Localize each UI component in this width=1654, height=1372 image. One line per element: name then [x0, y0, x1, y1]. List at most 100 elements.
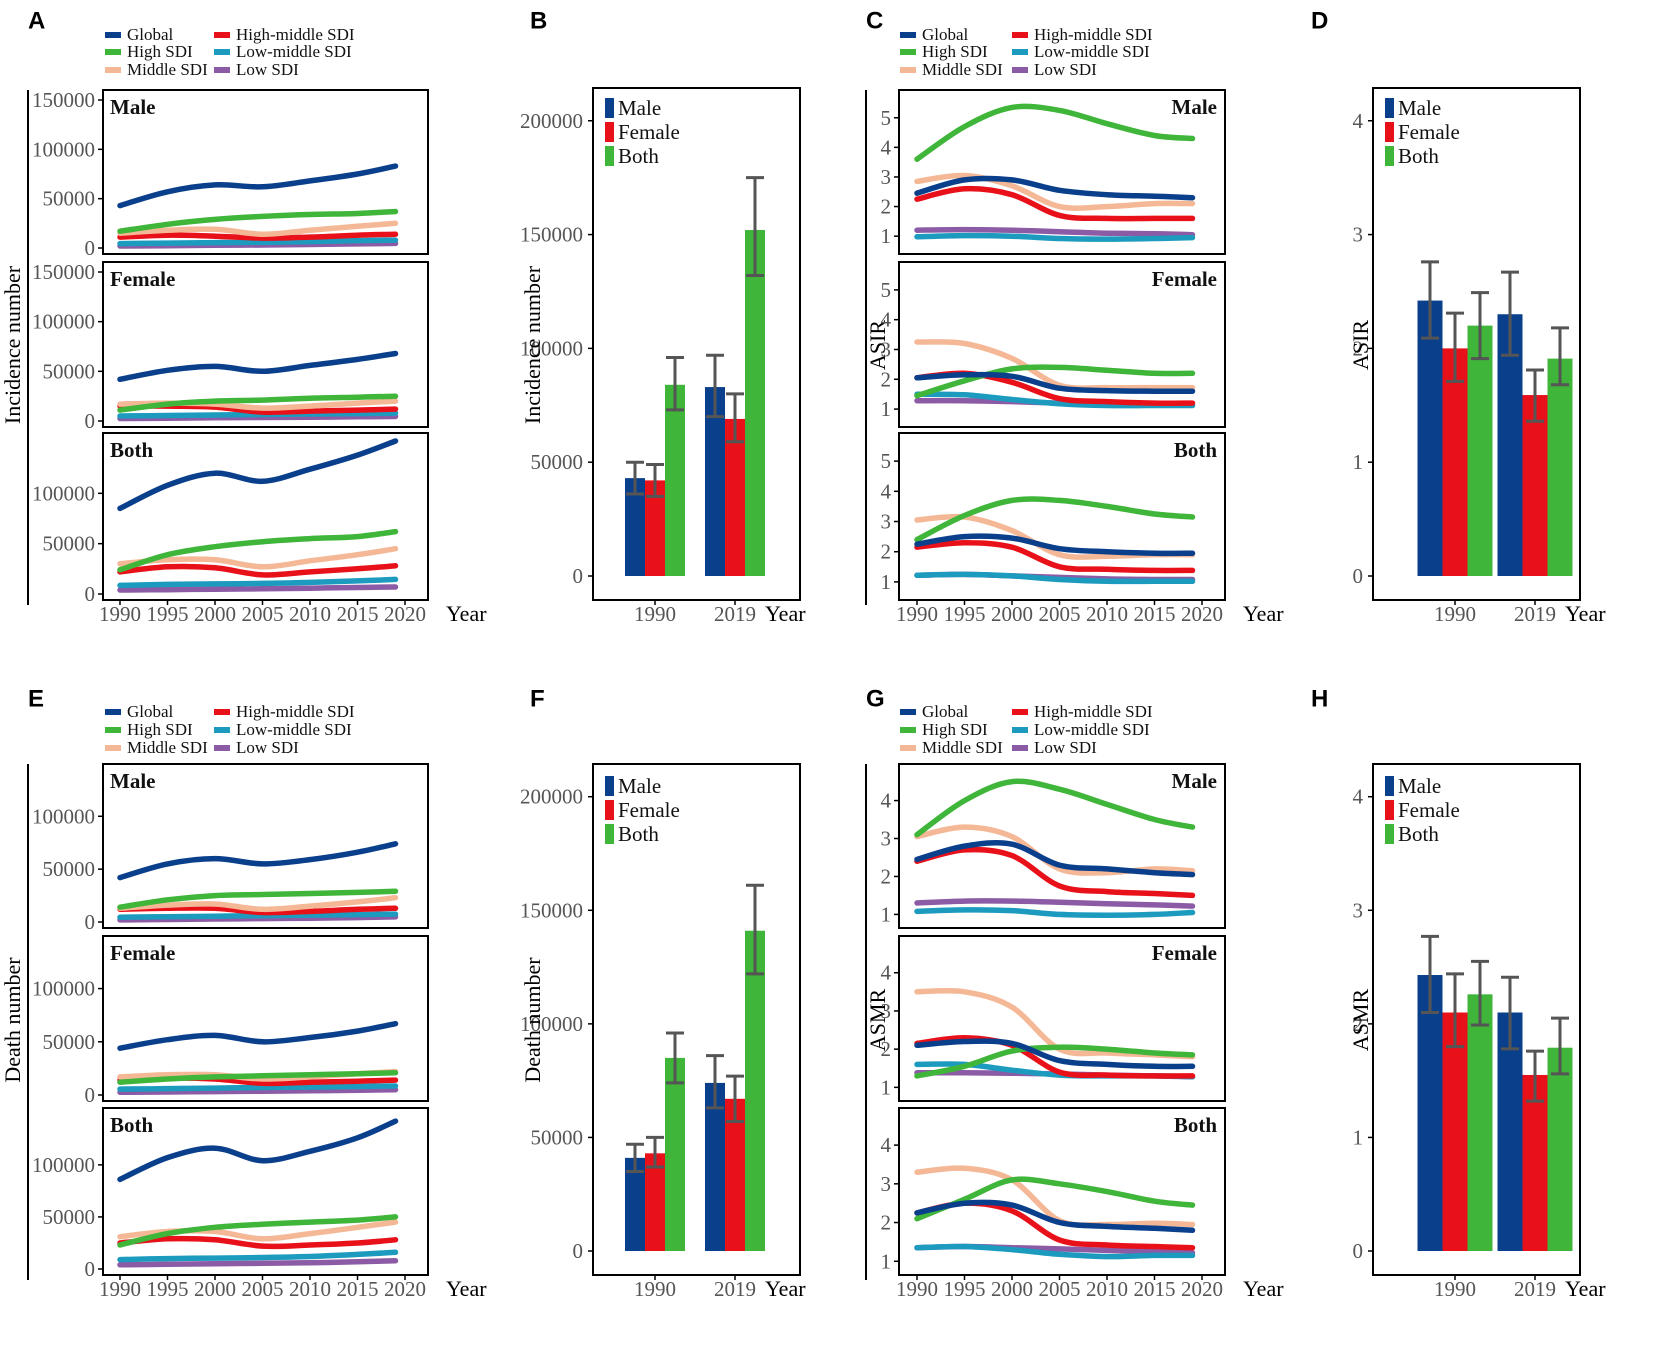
series-line-low-middle-sdi	[117, 237, 399, 247]
subplot-title: Female	[110, 941, 175, 965]
y-tick-label: 2	[881, 195, 892, 219]
y-tick-label: 0	[1353, 1239, 1364, 1263]
series-line-low-sdi	[914, 226, 1196, 238]
bar-male-2019	[705, 387, 725, 576]
x-tick-label: 1995	[944, 602, 986, 626]
legend-swatch	[1385, 98, 1394, 118]
series-line-high-middle-sdi	[914, 185, 1196, 222]
series-line-global	[914, 175, 1196, 201]
y-tick-label: 4	[1353, 785, 1364, 809]
y-tick-label: 100000	[32, 977, 95, 1001]
x-tick-label: 1990	[896, 602, 938, 626]
legend-swatch	[605, 824, 614, 844]
y-tick-label: 0	[573, 1239, 584, 1263]
series-line-low-sdi	[117, 1086, 399, 1096]
series-line-global	[117, 438, 399, 512]
y-tick-label: 1	[881, 1249, 892, 1273]
series-line-high-sdi	[914, 364, 1196, 399]
legend-label: Global	[127, 25, 174, 44]
subplot-title: Female	[1152, 941, 1217, 965]
series-line-high-sdi	[117, 528, 399, 573]
legend-label: Both	[618, 144, 659, 168]
y-tick-label: 50000	[43, 857, 96, 881]
bar-both-2019	[1547, 358, 1573, 576]
series-line-global	[914, 371, 1196, 394]
bar-female-2019	[1522, 395, 1548, 576]
series-line-high-sdi	[914, 103, 1196, 162]
bar-female-1990	[1442, 348, 1468, 576]
x-tick-label: 1990	[634, 602, 676, 626]
y-tick-label: 5	[881, 106, 892, 130]
legend-label: Global	[922, 25, 969, 44]
panel-label: B	[530, 7, 547, 34]
x-tick-label: 1990	[99, 602, 141, 626]
legend-label: Global	[127, 702, 174, 721]
panel-label: F	[530, 685, 545, 712]
legend-swatch	[1385, 800, 1394, 820]
legend-label: Female	[618, 798, 680, 822]
x-axis-label: Year	[765, 1276, 806, 1301]
legend-swatch	[605, 98, 614, 118]
y-axis-label: ASIR	[1348, 320, 1373, 370]
legend-swatch	[605, 800, 614, 820]
subplot-title: Female	[110, 267, 175, 291]
series-line-high-sdi	[914, 1044, 1196, 1079]
series-line-high-middle-sdi	[914, 1034, 1196, 1079]
x-tick-label: 2005	[242, 602, 284, 626]
legend-label: Middle SDI	[922, 738, 1003, 757]
y-tick-label: 1	[1353, 1125, 1364, 1149]
y-tick-label: 50000	[43, 532, 96, 556]
y-tick-label: 3	[881, 827, 892, 851]
series-line-low-middle-sdi	[117, 576, 399, 589]
bar-both-1990	[1467, 325, 1493, 576]
x-tick-label: 2019	[1514, 1277, 1556, 1301]
x-tick-label: 2010	[289, 602, 331, 626]
y-tick-label: 4	[881, 308, 892, 332]
subplot-frame	[898, 261, 1226, 428]
y-tick-label: 100000	[32, 481, 95, 505]
y-tick-label: 0	[1353, 564, 1364, 588]
series-line-low-sdi	[117, 914, 399, 923]
bar-both-1990	[665, 1057, 685, 1251]
series-line-high-sdi	[117, 1069, 399, 1085]
series-line-high-middle-sdi	[117, 1235, 399, 1250]
x-tick-label: 2019	[714, 1277, 756, 1301]
legend-swatch	[1385, 824, 1394, 844]
y-tick-label: 1	[881, 1075, 892, 1099]
subplot-title: Both	[1174, 438, 1218, 462]
y-tick-label: 200000	[520, 109, 583, 133]
subplot-female: 0 50000 100000 150000 Female	[32, 260, 429, 433]
x-tick-label: 2019	[714, 602, 756, 626]
y-tick-label: 3	[881, 999, 892, 1023]
bar-female-2019	[1522, 1074, 1548, 1251]
y-tick-label: 4	[881, 479, 892, 503]
y-tick-label: 150000	[32, 260, 95, 284]
legend-label: High SDI	[922, 720, 988, 739]
legend-label: High-middle SDI	[236, 702, 355, 721]
subplot-male: 1 2 3 4 5 Male	[881, 89, 1226, 255]
bar-male-2019	[1497, 1012, 1523, 1251]
bar-male-1990	[1417, 975, 1443, 1251]
bar-female-1990	[1442, 1012, 1468, 1251]
subplot-frame	[102, 1107, 429, 1276]
y-tick-label: 2	[881, 1037, 892, 1061]
plot-frame	[592, 87, 801, 601]
y-axis-label: Death number	[520, 957, 545, 1083]
x-tick-label: 2015	[1134, 602, 1176, 626]
subplot-frame	[898, 432, 1226, 601]
x-axis-label: Year	[1565, 1276, 1606, 1301]
series-line-global	[914, 1038, 1196, 1070]
x-tick-label: 2010	[1086, 1277, 1128, 1301]
subplot-title: Male	[110, 769, 155, 793]
series-line-high-middle-sdi	[117, 231, 399, 241]
x-tick-label: 1995	[147, 1277, 189, 1301]
x-tick-label: 2000	[991, 1277, 1033, 1301]
series-line-global	[117, 350, 399, 383]
y-tick-label: 0	[573, 564, 584, 588]
y-tick-label: 0	[85, 236, 96, 260]
y-tick-label: 4	[1353, 109, 1364, 133]
legend-label: Low SDI	[236, 60, 299, 79]
series-line-high-sdi	[914, 1176, 1196, 1222]
subplot-female: 0 50000 100000 Female	[32, 935, 429, 1107]
y-tick-label: 0	[85, 1083, 96, 1107]
